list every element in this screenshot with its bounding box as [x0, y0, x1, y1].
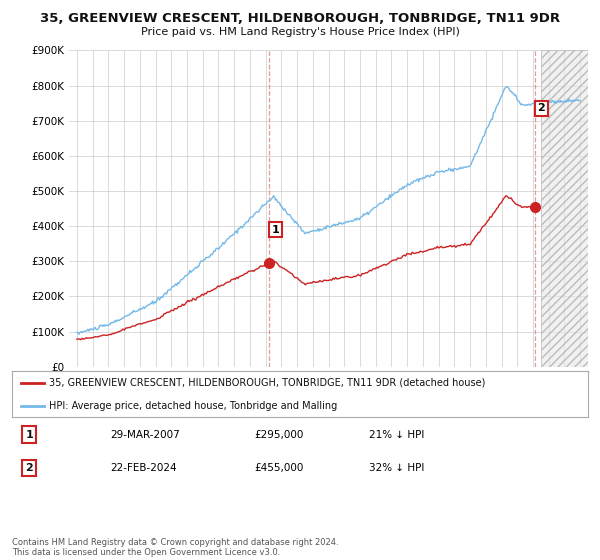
Bar — [541, 50, 588, 367]
Text: £455,000: £455,000 — [254, 463, 303, 473]
Text: 1: 1 — [272, 225, 280, 235]
Text: 32% ↓ HPI: 32% ↓ HPI — [369, 463, 424, 473]
Text: 2: 2 — [25, 463, 33, 473]
Bar — [541, 50, 588, 367]
Text: 1: 1 — [25, 430, 33, 440]
Text: £295,000: £295,000 — [254, 430, 303, 440]
Text: HPI: Average price, detached house, Tonbridge and Malling: HPI: Average price, detached house, Tonb… — [49, 401, 338, 410]
Text: Contains HM Land Registry data © Crown copyright and database right 2024.
This d: Contains HM Land Registry data © Crown c… — [12, 538, 338, 557]
Text: 29-MAR-2007: 29-MAR-2007 — [110, 430, 179, 440]
Text: Price paid vs. HM Land Registry's House Price Index (HPI): Price paid vs. HM Land Registry's House … — [140, 27, 460, 37]
Text: 2: 2 — [538, 104, 545, 114]
Text: 21% ↓ HPI: 21% ↓ HPI — [369, 430, 424, 440]
Text: 22-FEB-2024: 22-FEB-2024 — [110, 463, 176, 473]
Text: 35, GREENVIEW CRESCENT, HILDENBOROUGH, TONBRIDGE, TN11 9DR (detached house): 35, GREENVIEW CRESCENT, HILDENBOROUGH, T… — [49, 378, 486, 388]
Text: 35, GREENVIEW CRESCENT, HILDENBOROUGH, TONBRIDGE, TN11 9DR: 35, GREENVIEW CRESCENT, HILDENBOROUGH, T… — [40, 12, 560, 25]
